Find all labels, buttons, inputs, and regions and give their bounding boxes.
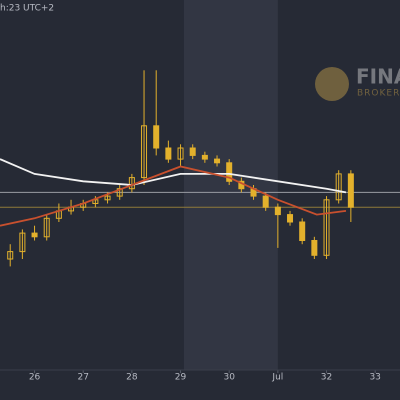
x-tick-label: 28 [126, 373, 138, 383]
candle-body [226, 162, 233, 182]
candle-body [311, 240, 318, 256]
candle-body [153, 125, 160, 149]
candle-body [43, 217, 50, 238]
candle-body [201, 154, 208, 160]
candle-body [287, 214, 294, 223]
watermark-subtitle: BROKERA [357, 89, 400, 99]
candle-body [165, 147, 172, 160]
candle-body [335, 173, 342, 201]
x-tick-label: 27 [77, 373, 88, 383]
x-tick-label: 32 [321, 373, 332, 383]
x-tick-label: Jul [271, 373, 283, 383]
candle-body [31, 232, 38, 238]
logo-icon [315, 67, 349, 101]
candle-body [141, 125, 148, 179]
moving-average [0, 165, 347, 227]
candle-body [19, 232, 26, 253]
candle-body [214, 158, 221, 164]
candle-body [177, 147, 184, 160]
moving-average [0, 158, 347, 194]
candle-body [189, 147, 196, 156]
candle-body [347, 173, 354, 208]
candle-body [104, 195, 111, 201]
shaded-range [183, 0, 278, 370]
x-tick-label: 30 [223, 373, 235, 383]
watermark: FINA BROKERA [315, 65, 400, 101]
x-tick-label: 26 [29, 373, 41, 383]
candle-body [323, 199, 330, 256]
x-tick-label: 33 [369, 373, 380, 383]
candle-body [299, 221, 306, 241]
watermark-title: FINA [356, 65, 400, 89]
header: h:23 UTC+2 [0, 4, 54, 14]
candle-body [7, 251, 14, 260]
candle-body [274, 206, 281, 216]
x-tick-label: 29 [175, 373, 187, 383]
candle-body [262, 195, 269, 208]
